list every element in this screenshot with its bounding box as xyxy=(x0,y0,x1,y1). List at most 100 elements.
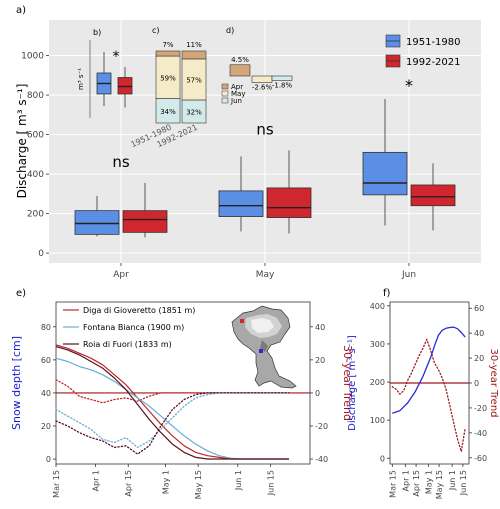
inset-d-bars: 4.5% -2.6% -1.8% xyxy=(229,56,293,92)
inset-d-bar-may xyxy=(251,75,273,83)
box-jun-1951-1980-box xyxy=(362,151,408,196)
inset-c-label-1992-2021-jun: 32% xyxy=(186,108,202,116)
line-discharge-trend xyxy=(391,338,466,453)
legend-label-1951-1980: 1951-1980 xyxy=(406,37,461,48)
catchment-map xyxy=(231,305,297,389)
line-roia-di-fuori-1833-m-trend xyxy=(55,392,290,455)
tick-label-y-200: 200 xyxy=(27,210,44,220)
inset-b-y-label: m³ s⁻¹ xyxy=(77,68,85,90)
tick-label-x-apr: Apr xyxy=(113,270,129,280)
line-diga-di-gioveretto-1851-m-trend xyxy=(55,379,290,404)
tick-label-y-600: 600 xyxy=(27,131,44,141)
inset-d-bar-apr xyxy=(229,64,251,77)
line-roia-di-fuori-1833-m-snow xyxy=(55,346,289,460)
panel-f-tick-label-y-300: 300 xyxy=(370,340,385,349)
panel-label-e: e) xyxy=(16,288,26,299)
panel-f-tick-label-y2-20: 20 xyxy=(474,354,484,363)
inset-c-label-1951-1980-may: 59% xyxy=(160,74,176,82)
inset-c-bar-1992-2021-apr xyxy=(181,50,207,60)
panel-f-tick-label-y-200: 200 xyxy=(370,378,385,387)
inset-d-legend-apr: Apr xyxy=(231,83,243,91)
inset-d-label-apr: 4.5% xyxy=(231,56,249,64)
tick-label-x-may: May xyxy=(256,270,275,280)
panel-e-tick-label-y-0: 0 xyxy=(46,455,51,464)
panel-a-legend: 1951-1980 1992-2021 xyxy=(385,34,461,68)
panel-e-tick-label-y2--40: -40 xyxy=(315,455,328,464)
panel-f-tick-label-y2--40: -40 xyxy=(474,429,487,438)
panel-label-d: d) xyxy=(226,26,234,35)
panel-e-tick-label-x-jun-1: Jun 1 xyxy=(234,470,243,491)
tick-label-y-800: 800 xyxy=(27,91,44,101)
panel-a-gridlines xyxy=(49,20,481,263)
panel-f-tick-label-y2--20: -20 xyxy=(474,404,487,413)
panel-e-y2-axis-label: 30-year Trend xyxy=(341,345,354,421)
inset-d-legend: Apr May Jun xyxy=(221,83,245,105)
panel-e-tick-label-x-may-15: May 15 xyxy=(194,470,203,499)
significance-apr: ns xyxy=(112,153,130,171)
panel-f-lines xyxy=(390,326,469,453)
significance-jun: * xyxy=(405,76,413,95)
inset-c-top-label-1992-2021: 11% xyxy=(186,41,202,49)
panel-label-a: a) xyxy=(16,5,26,16)
panel-f-tick-label-x-jun-15: Jun 15 xyxy=(459,470,468,496)
panel-f-tick-label-y2-60: 60 xyxy=(474,304,484,313)
panel-a-boxes: ns ns * xyxy=(74,76,456,238)
panel-f-tick-label-x-apr-15: Apr 15 xyxy=(412,470,421,497)
panel-f-tick-label-y-400: 400 xyxy=(370,302,385,311)
inset-b-boxes xyxy=(96,52,133,108)
panel-e-tick-label-y2-40: 40 xyxy=(315,323,325,332)
panel-e-tick-label-x-jun-15: Jun 15 xyxy=(266,470,275,496)
panel-f-tick-label-x-may-15: May 15 xyxy=(435,470,444,499)
panel-e-legend: Diga di Gioveretto (1851 m) Fontana Bian… xyxy=(63,306,195,349)
panel-e-tick-label-y-60: 60 xyxy=(41,356,51,365)
inset-b-1992-2021-box xyxy=(117,77,133,95)
inset-d-legend-may: May xyxy=(231,90,245,98)
inset-c-label-1992-2021-may: 57% xyxy=(186,76,202,84)
inset-c-bar-1992-2021-may xyxy=(181,58,207,101)
panel-e-tick-label-y-20: 20 xyxy=(41,422,51,431)
panel-f-tick-label-x-mar-15: Mar 15 xyxy=(388,470,397,498)
panel-f-tick-label-y2-0: 0 xyxy=(474,379,479,388)
panel-e-y-axis-label: Snow depth [cm] xyxy=(10,336,23,430)
inset-d-legend-may-swatch xyxy=(221,90,229,97)
inset-d-legend-apr-swatch xyxy=(221,83,229,90)
panel-a-y-axis-label: Discharge [ m³ s⁻¹] xyxy=(15,84,29,199)
panel-e-lines xyxy=(55,344,310,460)
tick-label-y-0: 0 xyxy=(38,249,44,259)
box-may-1992-2021-box xyxy=(266,187,312,218)
line-discharge xyxy=(392,326,466,414)
box-apr-1992-2021-box xyxy=(122,210,168,233)
inset-d: d) 4.5% -2.6% -1.8% Apr May Jun xyxy=(221,26,293,105)
panel-f-y-axis-label: Discharge [ m³ s⁻¹] xyxy=(347,335,358,431)
legend-label-diga: Diga di Gioveretto (1851 m) xyxy=(83,306,195,315)
panel-f-tick-label-x-apr-1: Apr 1 xyxy=(401,470,410,491)
panel-e-tick-label-x-apr-1: Apr 1 xyxy=(92,470,101,491)
legend-label-1992-2021: 1992-2021 xyxy=(406,57,461,68)
line-fontana-bianca-1900-m-trend xyxy=(55,392,290,449)
panel-e-frame xyxy=(55,301,311,465)
significance-may: ns xyxy=(256,120,274,138)
panel-f-tick-label-x-jun-1: Jun 1 xyxy=(448,470,457,491)
panel-e-tick-label-y2--20: -20 xyxy=(315,422,328,431)
panel-e-tick-label-x-apr-15: Apr 15 xyxy=(124,470,133,497)
inset-b: b) m³ s⁻¹ * xyxy=(77,28,133,118)
panel-e-tick-label-y2-20: 20 xyxy=(315,356,325,365)
inset-d-bar-jun xyxy=(271,75,293,81)
inset-b-significance: * xyxy=(113,49,120,65)
panel-e-tick-label-y-40: 40 xyxy=(41,389,51,398)
inset-c-bar-1951-1980-apr xyxy=(155,50,181,57)
panel-f-ticks: 0 100 200 300 400 -60 -40 -20 0 20 40 60 Mar 15 Apr 1… xyxy=(370,302,487,499)
box-apr-1951-1980-box xyxy=(74,210,120,235)
legend-label-roia: Roia di Fuori (1833 m) xyxy=(83,340,172,349)
panel-a-y-ticks: 0 200 400 600 800 1000 xyxy=(21,52,49,259)
panel-f-tick-label-y2-40: 40 xyxy=(474,329,484,338)
panel-e-tick-label-y2-0: 0 xyxy=(315,389,320,398)
panel-label-b: b) xyxy=(93,28,101,37)
box-jun-1992-2021-box xyxy=(410,184,456,207)
panel-f-tick-label-y-100: 100 xyxy=(370,416,385,425)
inset-d-label-may: -2.6% xyxy=(252,84,273,92)
legend-label-fontana: Fontana Bianca (1900 m) xyxy=(83,323,184,332)
panel-e-ticks: 0 20 40 60 80 -40 -20 0 20 40 Mar 15 Apr 1 Apr 15 May… xyxy=(41,323,328,499)
panel-a-x-ticks: Apr May Jun xyxy=(113,263,416,280)
